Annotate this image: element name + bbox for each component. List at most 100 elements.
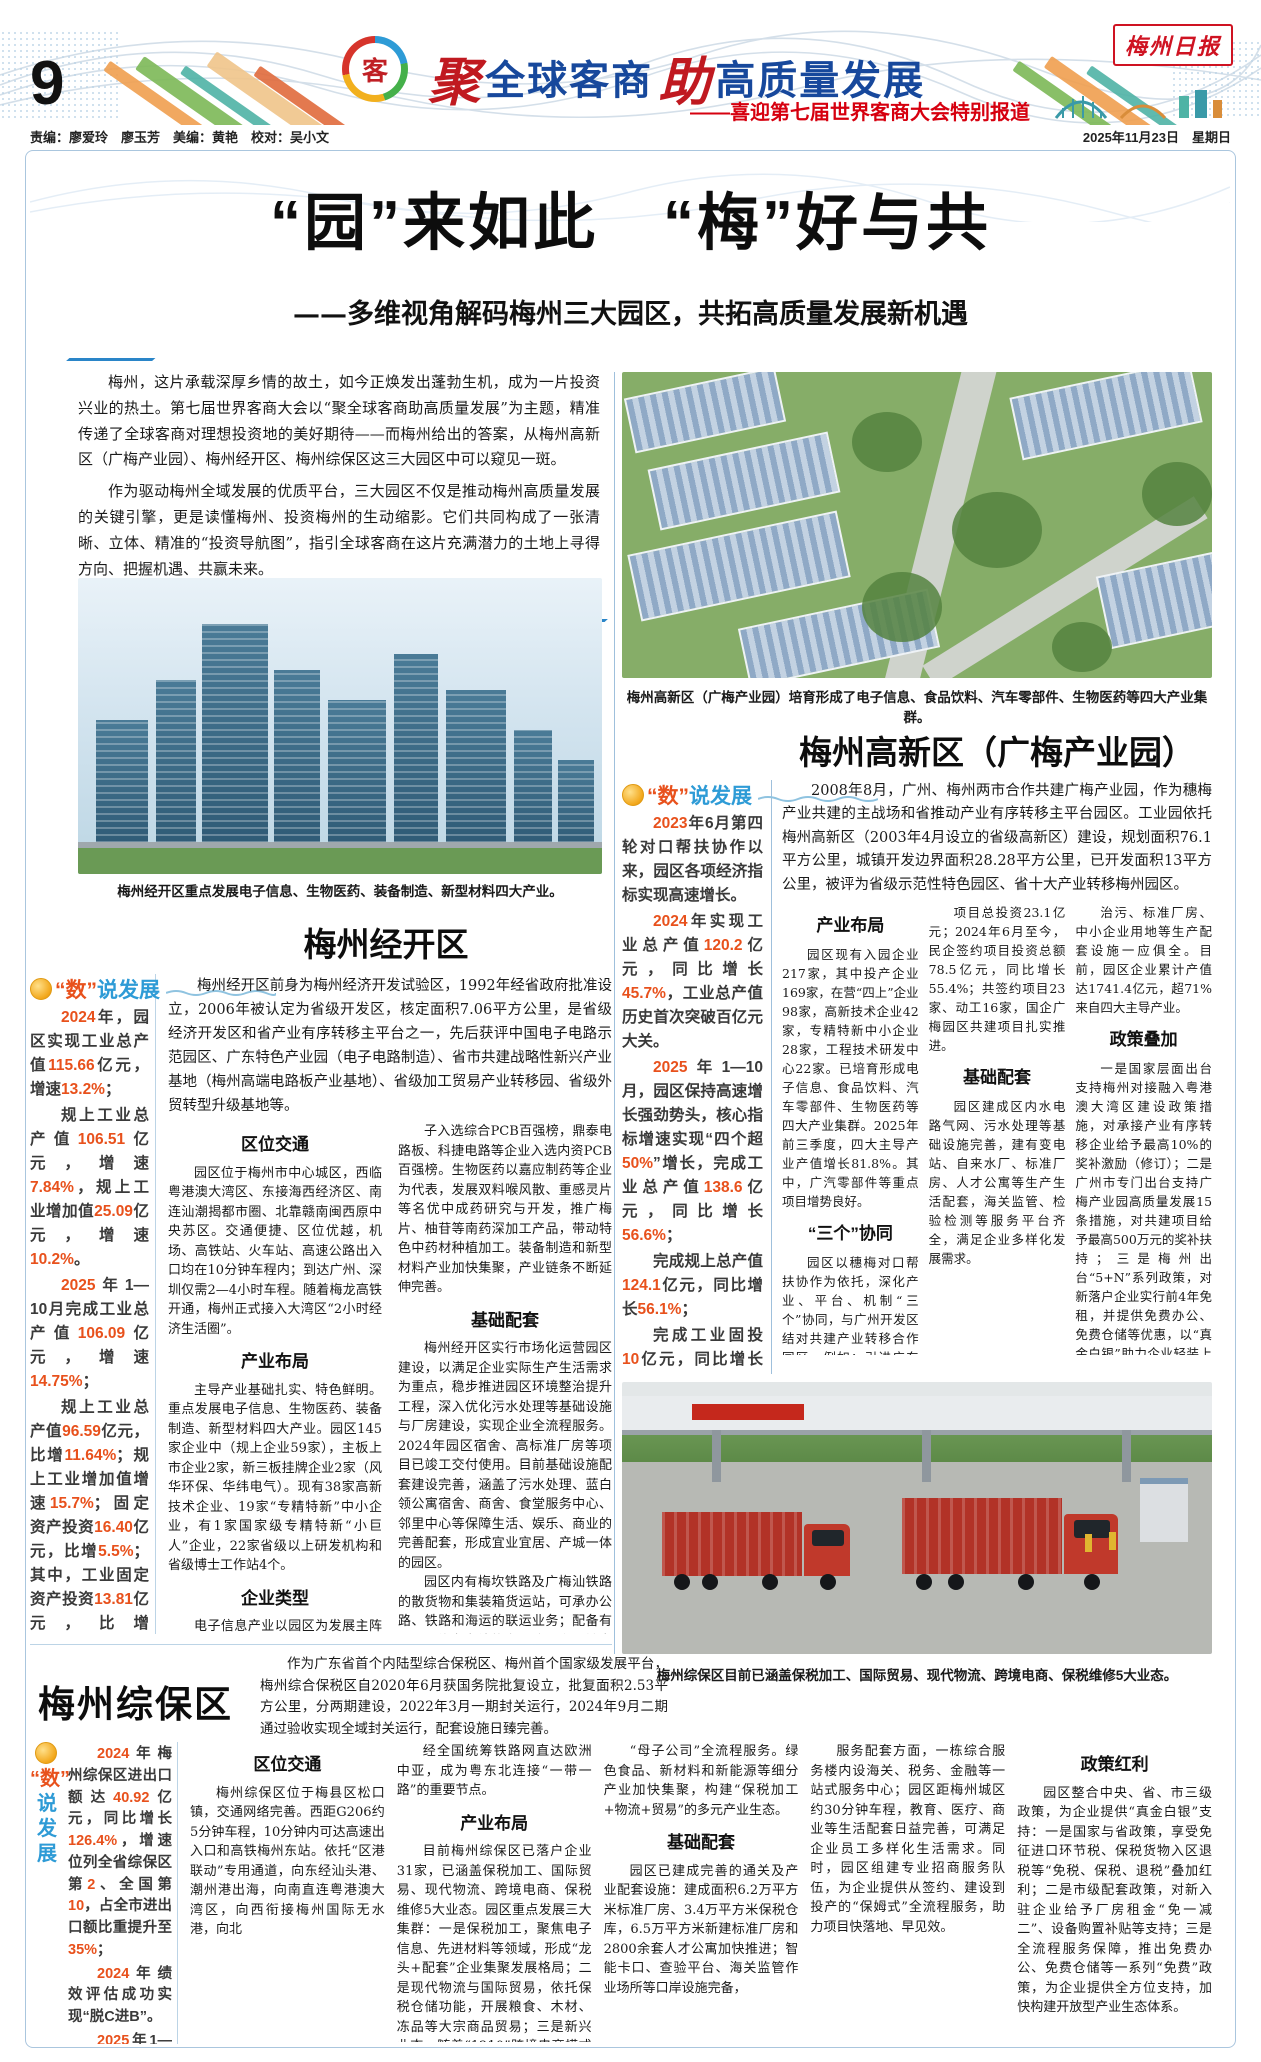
sub-headline: ——多维视角解码梅州三大园区，共拓高质量发展新机遇 [293,299,968,330]
subheading: 政策叠加 [1109,1030,1178,1050]
body-paragraph: 园区已建成完善的通关及产业配套设施：建成面积6.2万平方米标准厂房、3.4万平方… [603,1863,799,1996]
body-paragraph: 服务配套方面，一栋综合服务楼内设海关、税务、金融等一站式服务中心；园区距梅州城区… [810,1744,1006,1935]
masthead-logo: 梅州日报 [1112,24,1233,66]
road-shape [78,842,602,852]
body-paragraph: 一是国家层面出台支持梅州对接融入粤港澳大湾区建设政策措施，对承接产业有序转移企业… [1075,1061,1212,1356]
slogan-ju: 聚 [428,52,481,113]
body-paragraph: 电子信息产业以园区为发展主阵地，是广东省高端印制电路板生产基地的主要载体，已形成… [194,1619,382,1634]
building-shape [156,680,196,850]
photo-caption-jingkai: 梅州经开区重点发展电子信息、生物医药、装备制造、新型材料四大产业。 [117,884,563,899]
subheading: 基础配套 [666,1833,735,1852]
bollard-shape [1085,1534,1092,1552]
building-shape [96,720,148,850]
stat-item: 2025年1—10月完成工业总产值106.09亿元，增速14.75%； [30,1277,149,1391]
bollard-shape [1109,1532,1116,1550]
building-shape [328,700,386,850]
wave-underline-icon [165,990,277,996]
body-paragraph: 梅州综保区位于梅县区松口镇，交通网络完善。西距G206约5分钟车程，10分钟内可… [190,1785,385,1938]
stat-item: 规上工业总产值96.59亿元，比增11.64%；规上工业增加值增速15.7%；固… [30,1399,149,1633]
gaoxin-stats-panel: “数”说发展 2023年6月第四轮对口帮扶协作以来，园区各项经济指标实现高速增长… [622,780,879,1374]
container-truck [662,1502,852,1602]
headline-wave-decoration [30,173,1230,222]
banner-subslogan: ——喜迎第七届世界客商大会特别报道 [690,96,1030,125]
body-paragraph: 园区现有入园企业217家，其中投产企业169家，在营“四上”企业98家，高新技术… [782,947,919,1210]
zongbao-intro: 作为广东省首个内陆型综合保税区、梅州首个国家级发展平台，梅州综合保税区自2020… [260,1656,668,1737]
shushuofazhan-badge-vertical: “数” 说 发 展 [30,1742,70,2044]
building-shape [274,670,320,850]
zongbao-stats-panel: “数” 说 发 展 2024年梅州综保区进出口额达40.92亿元，同比增长126… [30,1742,178,2044]
subheading: 产业布局 [460,1813,529,1833]
building-shape [446,690,506,850]
building-shape [202,624,268,850]
section-jingkai: 梅州经开区 “数”说发展 2024年，园区实现工业总产值115.66亿元，增速1… [30,918,612,1634]
stat-item: 2023年6月第四轮对口帮扶协作以来，园区各项经济指标实现高速增长。 [622,815,763,905]
canopy-column-shape [712,1430,721,1482]
tree-shape [1052,622,1112,672]
date-line: 2025年11月23日 星期日 [1082,130,1231,145]
top-banner: 9 客 聚 全球客商 助 高质量发展 ——喜迎第七届世界客商大会特别报道 梅州日… [0,0,1261,125]
photo-caption-zongbao: 梅州综保区目前已涵盖保税加工、国际贸易、现代物流、跨境电商、保税维修5大业态。 [656,1668,1178,1683]
subheading: 政策红利 [1080,1755,1149,1774]
wave-underline-icon [757,796,879,802]
body-paragraph: 园区建成区内水电路气网、污水处理等基础设施完善，建有变电站、自来水厂、标准厂房、… [928,1099,1066,1267]
subheading: “三个”协同 [807,1224,893,1244]
stat-item: 2025年1—10月完成进出口额16.35亿元，同比增长3.7%，持续保持增长态… [97,2032,172,2044]
body-paragraph: 园区位于梅州市中心城区，西临粤港澳大湾区、东接海西经济区、南连汕潮揭都市圈、北靠… [168,1165,382,1337]
container-truck [902,1490,1122,1606]
gaoxin-column-1: 产业布局 园区现有入园企业217家，其中投产企业169家，在营“四上”企业98家… [782,903,919,1355]
canopy-column-shape [922,1430,931,1482]
gaoxin-column-2: 项目总投资23.1亿元；2024年6月至今，民企签约项目投资总额78.5亿元，同… [929,903,1066,1355]
main-headline: “园”来如此 “梅”好与共 [269,189,991,258]
tree-shape [952,492,1042,568]
editor-credits: 责编：廖爱玲 廖玉芳 美编：黄艳 校对：吴小文 [30,130,330,145]
jingkai-stats: 2024年，园区实现工业总产值115.66亿元，增速13.2%； 规上工业总产值… [30,1006,149,1634]
subheading: 产业布局 [816,916,885,936]
photo-gaoxin-aerial [622,372,1212,678]
vertical-divider [614,372,615,1654]
slogan-zhu: 助 [658,52,711,113]
zongbao-column-1: 区位交通 梅州综保区位于梅县区松口镇，交通网络完善。西距G206约5分钟车程，1… [190,1742,385,2042]
slogan-part2: 高质量发展 [715,59,926,103]
photo-jingkai-skyline [78,578,602,874]
zongbao-column-4: 服务配套方面，一栋综合服务楼内设海关、税务、金融等一站式服务中心；园区距梅州城区… [810,1742,1005,2042]
gate-booth-shape [1140,1478,1188,1542]
stat-item: 完成规上总产值124.1亿元，同比增长56.1%； [622,1253,763,1319]
jingkai-column-1: 区位交通 园区位于梅州市中心城区，西临粤港澳大湾区、东接海西经济区、南连汕潮揭都… [168,1122,382,1634]
photo-caption-gaoxin: 梅州高新区（广梅产业园）培育形成了电子信息、食品饮料、汽车零部件、生物医药等四大… [626,690,1208,725]
body-paragraph: 项目总投资23.1亿元；2024年6月至今，民企签约项目投资总额78.5亿元，同… [928,905,1066,1054]
jingkai-stats-panel: “数”说发展 2024年，园区实现工业总产值115.66亿元，增速13.2%； … [30,974,277,1634]
subheading: 产业布局 [241,1352,309,1372]
body-paragraph: 园区内有梅坎铁路及广梅汕铁路的散货物和集装箱货运站，可承办公路、铁路和海运的联运… [398,1575,612,1634]
subheading: 企业类型 [241,1588,309,1608]
factory-roof-shape [1009,372,1203,461]
shushuofazhan-badge: “数”说发展 [622,780,879,810]
body-paragraph: 经全国统筹铁路网直达欧洲中亚，成为粤东北连接“一带一路”的重要节点。 [396,1744,592,1798]
gaoxin-stats: 2023年6月第四轮对口帮扶协作以来，园区各项经济指标实现高速增长。 2024年… [622,812,763,1374]
banner-slogan: 聚 全球客商 助 高质量发展 [428,40,925,115]
stat-item: 规上工业总产值106.51亿元，增速7.84%，规上工业增加值25.09亿元，增… [30,1107,149,1269]
tree-shape [1142,462,1212,526]
jingkai-column-2: 子入选综合PCB百强榜，鼎泰电路板、科捷电路等企业入选内资PCB百强榜。生物医药… [398,1122,612,1634]
conference-logo-icon: 客 [342,36,408,102]
stat-item: 2025年1—10月，园区保持高速增长强劲势头，核心指标增速实现“四个超50%”… [622,1059,763,1245]
lead-paragraph-2: 作为驱动梅州全域发展的优质平台，三大园区不仅是推动梅州高质量发展的关键引擎，更是… [78,482,600,578]
halftone-pattern-left [0,30,120,120]
body-paragraph: 治污、标准厂房、中小企业用地等生产配套设施一应俱全。目前，园区企业累计产值达17… [1075,905,1212,1016]
stat-item: 2024年梅州综保区进出口额达40.92亿元，同比增长126.4%，增速位列全省… [68,1746,173,1958]
stat-item: 2024年绩效评估成功实现“脱C进B”。 [68,1965,172,2026]
zongbao-column-3: “母子公司”全流程服务。绿色食品、新材料和新能源等细分产业加快集聚，构建“保税加… [604,1742,799,2042]
subheading: 基础配套 [963,1068,1031,1088]
tree-shape [852,412,922,472]
section-gaoxin: 梅州高新区（广梅产业园） “数”说发展 2023年6月第四轮对口帮扶协作以来，园… [622,726,1212,1374]
canopy-column-shape [1122,1430,1131,1482]
content-frame [25,150,1236,2048]
stat-item: 2024年实现工业总产值120.2亿元，同比增长45.7%，工业总产值历史首次突… [622,913,763,1051]
subheading: 基础配套 [471,1310,539,1330]
body-paragraph: 梅州经开区实行市场化运营园区建设，以满足企业实际生产生活需求为重点，稳步推进园区… [398,1341,612,1571]
body-paragraph: “母子公司”全流程服务。绿色食品、新材料和新能源等细分产业加快集聚，构建“保税加… [603,1744,799,1818]
gaoxin-column-3: 治污、标准厂房、中小企业用地等生产配套设施一应俱全。目前，园区企业累计产值达17… [1075,903,1212,1355]
gaoxin-heading: 梅州高新区（广梅产业园） [799,734,1195,771]
shushuofazhan-badge: “数”说发展 [30,974,277,1004]
greenery-shape [78,848,602,874]
